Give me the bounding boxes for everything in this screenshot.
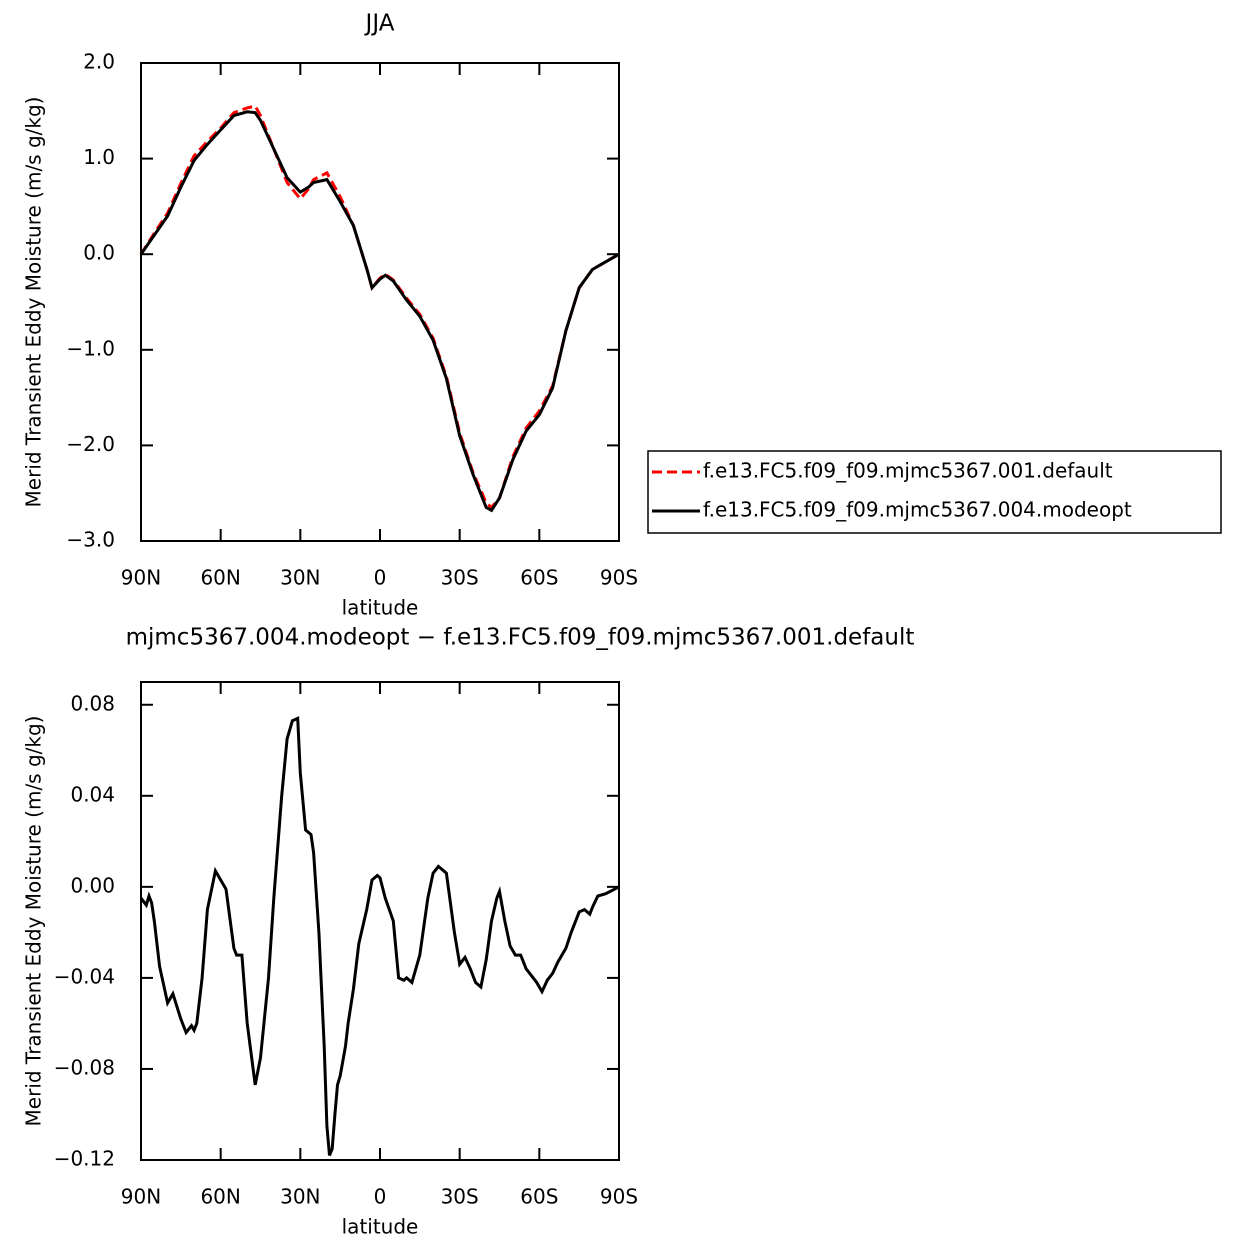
y-tick-label: 0.08 [70,691,115,715]
data-line [139,104,620,510]
x-tick-label: 30S [441,566,479,590]
x-tick-label: 30N [280,566,320,590]
y-axis-label: Merid Transient Eddy Moisture (m/s g/kg) [22,716,46,1127]
legend-label: f.e13.FC5.f09_f09.mjmc5367.001.default [703,459,1113,483]
x-tick-label: 60N [200,1185,240,1209]
data-line [139,110,620,513]
y-tick-label: −3.0 [66,528,115,552]
x-tick-label: 90N [121,566,161,590]
y-tick-label: −2.0 [66,432,115,456]
x-tick-label: 60S [520,1185,558,1209]
y-tick-label: 2.0 [83,50,115,74]
x-tick-label: 90N [121,1185,161,1209]
y-tick-label: −0.04 [54,964,115,988]
y-axis-label: Merid Transient Eddy Moisture (m/s g/kg) [22,97,46,508]
chart-title: mjmc5367.004.modeopt − f.e13.FC5.f09_f09… [126,625,915,651]
y-tick-label: 0.0 [83,241,115,265]
x-tick-label: 90S [600,1185,638,1209]
legend-box [647,450,1222,534]
data-line [139,716,620,1156]
x-tick-label: 90S [600,566,638,590]
x-tick-label: 30N [280,1185,320,1209]
x-tick-label: 0 [374,566,387,590]
x-axis-label: latitude [342,1215,419,1239]
y-tick-label: −0.12 [54,1147,115,1171]
x-tick-label: 30S [441,1185,479,1209]
x-axis-label: latitude [342,596,419,620]
y-tick-label: −1.0 [66,336,115,360]
y-tick-label: −0.08 [54,1055,115,1079]
plot-frame [140,681,620,1161]
legend-label: f.e13.FC5.f09_f09.mjmc5367.004.modeopt [703,498,1132,522]
x-tick-label: 60N [200,566,240,590]
chart-title: JJA [364,11,395,37]
y-tick-label: 0.04 [70,782,115,806]
x-tick-label: 60S [520,566,558,590]
y-tick-label: 1.0 [83,145,115,169]
y-tick-label: 0.00 [70,873,115,897]
x-tick-label: 0 [374,1185,387,1209]
